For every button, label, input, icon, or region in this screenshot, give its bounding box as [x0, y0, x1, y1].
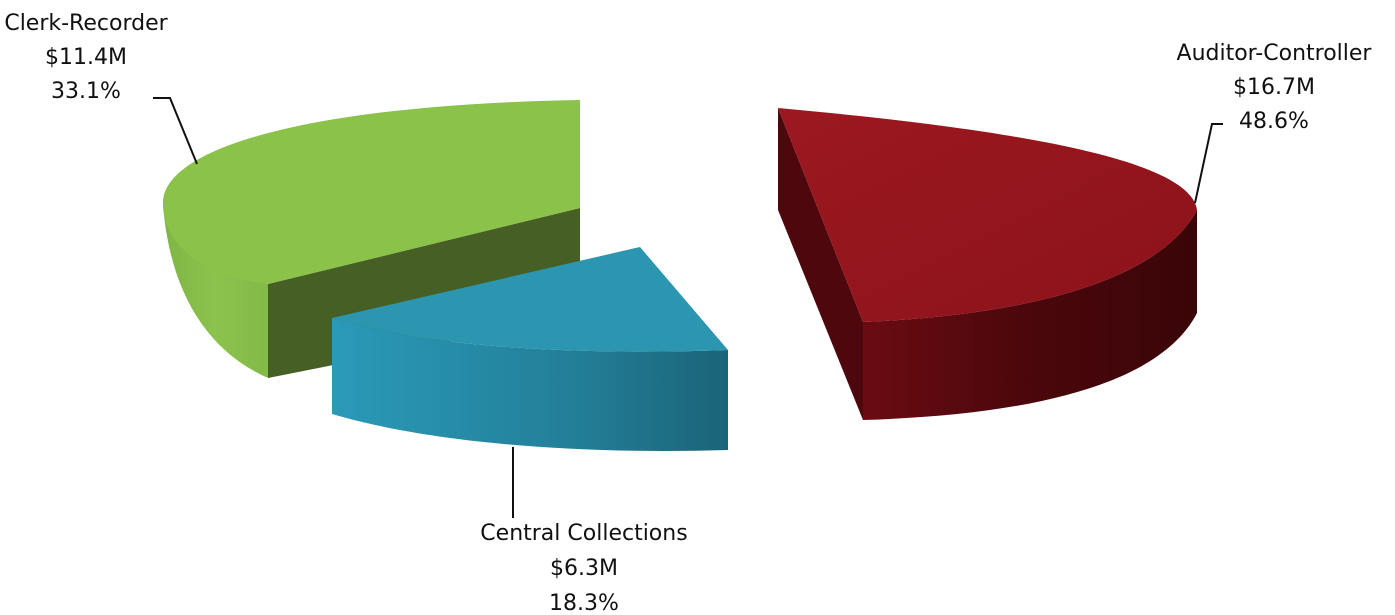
pie-slice-auditor-controller [778, 108, 1197, 420]
label-name-central-collections: Central Collections [480, 521, 687, 546]
label-name-auditor-controller: Auditor-Controller [1177, 41, 1373, 66]
label-value-clerk-recorder: $11.4M [45, 45, 127, 70]
slice-top-auditor-controller [778, 108, 1197, 322]
leader-line-auditor-controller [1194, 123, 1223, 204]
label-percent-central-collections: 18.3% [549, 591, 619, 615]
label-value-auditor-controller: $16.7M [1233, 75, 1315, 100]
slice-side-auditor-controller [863, 210, 1197, 420]
label-percent-auditor-controller: 48.6% [1239, 109, 1309, 134]
label-percent-clerk-recorder: 33.1% [51, 79, 121, 104]
slice-side-central-collections [332, 318, 728, 451]
label-name-clerk-recorder: Clerk-Recorder [4, 11, 168, 36]
slice-cut-face-auditor-controller [778, 108, 863, 420]
pie-slice-central-collections [332, 247, 728, 451]
slice-top-clerk-recorder [162, 100, 580, 284]
slice-top-central-collections [332, 247, 728, 352]
label-value-central-collections: $6.3M [550, 556, 618, 581]
leader-line-clerk-recorder [153, 97, 198, 165]
